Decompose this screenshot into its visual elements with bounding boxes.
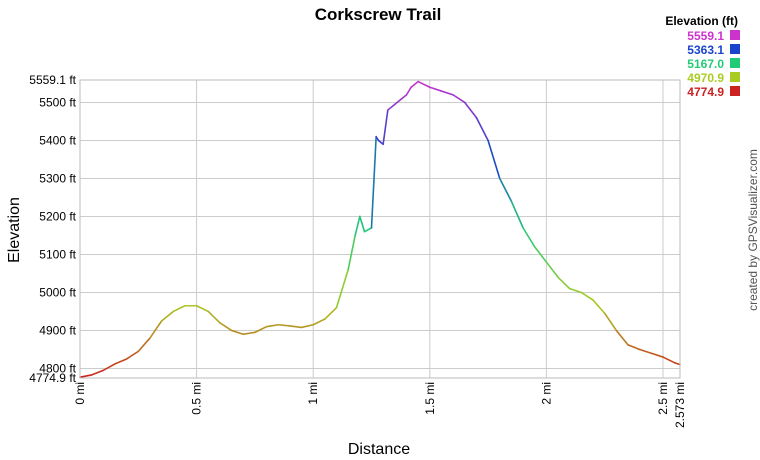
elevation-segment (207, 310, 221, 324)
y-tick-label: 5200 ft (39, 209, 76, 223)
elevation-segment (172, 304, 186, 313)
elevation-segment (545, 261, 559, 279)
elevation-segment (254, 325, 268, 334)
y-tick-label: 5100 ft (39, 247, 76, 261)
elevation-segment (487, 139, 501, 180)
y-axis-label: Elevation (6, 197, 23, 263)
y-tick-label: 4774.9 ft (29, 371, 76, 385)
elevation-segment (277, 323, 291, 327)
elevation-segment (370, 135, 377, 229)
credit-text: created by GPSVisualizer.com (746, 149, 760, 311)
elevation-segment (289, 325, 303, 329)
y-tick-label: 5000 ft (39, 285, 76, 299)
elevation-segment (230, 329, 245, 336)
elevation-segment (580, 291, 594, 301)
elevation-segment (475, 116, 489, 142)
elevation-segment (312, 318, 326, 326)
y-tick-label: 5500 ft (39, 95, 76, 109)
elevation-segment (79, 374, 93, 379)
elevation-segment (219, 322, 233, 332)
x-axis-label: Distance (348, 441, 410, 458)
elevation-segment (510, 200, 524, 229)
elevation-segment (363, 227, 373, 233)
x-tick-label: 2 mi (539, 382, 553, 405)
legend-label: 4970.9 (687, 71, 724, 85)
elevation-segment (615, 329, 629, 346)
elevation-segment (102, 363, 116, 372)
elevation-segment (324, 306, 338, 320)
x-tick-label: 2.5 mi (656, 382, 670, 415)
elevation-segment (401, 94, 408, 100)
elevation-segment (90, 369, 105, 376)
x-tick-label: 2.573 mi (673, 382, 687, 428)
elevation-segment (650, 352, 664, 358)
elevation-segment (347, 234, 356, 271)
elevation-segment (662, 356, 676, 364)
legend-label: 5167.0 (687, 57, 724, 71)
elevation-segment (265, 323, 280, 328)
legend-swatch (730, 58, 740, 68)
elevation-segment (195, 304, 210, 313)
elevation-segment (603, 312, 618, 332)
elevation-segment (382, 109, 389, 146)
elevation-segment (533, 246, 548, 263)
plot-frame (79, 79, 681, 379)
elevation-segment (410, 80, 419, 89)
elevation-segment (592, 299, 606, 315)
elevation-segment (242, 331, 256, 336)
elevation-segment (359, 215, 366, 233)
legend-label: 4774.9 (687, 85, 724, 99)
chart-title: Corkscrew Trail (315, 5, 442, 24)
elevation-segment (452, 94, 466, 104)
elevation-segment (428, 86, 443, 92)
legend-label: 5363.1 (687, 43, 724, 57)
elevation-segment (160, 310, 175, 322)
elevation-segment (463, 101, 478, 119)
legend-swatch (730, 72, 740, 82)
legend-swatch (730, 30, 740, 40)
x-tick-label: 0 mi (73, 382, 87, 405)
elevation-segment (673, 361, 681, 366)
elevation-segment (417, 80, 431, 89)
elevation-segment (498, 177, 513, 203)
elevation-segment (149, 320, 163, 339)
elevation-segment (627, 344, 641, 351)
legend-label: 5559.1 (687, 29, 724, 43)
x-tick-label: 0.5 mi (190, 382, 204, 415)
elevation-segment (137, 337, 151, 353)
x-tick-labels: 0 mi 0.5 mi 1 mi 1.5 mi 2 mi 2.5 mi 2.573 mi (73, 382, 687, 428)
y-tick-label: 5400 ft (39, 133, 76, 147)
elevation-segment (387, 103, 396, 111)
elevation-segment (335, 268, 349, 309)
x-tick-label: 1 mi (306, 382, 320, 405)
legend-swatch (730, 86, 740, 96)
elevation-segment (354, 215, 361, 237)
elevation-segment (125, 350, 140, 360)
elevation-segment (522, 227, 536, 248)
legend: Elevation (ft) 5559.15363.15167.04970.94… (665, 14, 740, 99)
plot-border (79, 79, 681, 379)
x-tick-label: 1.5 mi (423, 382, 437, 415)
elevation-segment (405, 86, 412, 96)
elevation-segment (377, 139, 384, 146)
elevation-segment (638, 348, 653, 355)
elevation-segment (557, 276, 571, 290)
elevation-segment (114, 358, 128, 365)
legend-title: Elevation (ft) (665, 14, 738, 28)
y-tick-label: 5559.1 ft (29, 73, 76, 87)
y-tick-label: 4800 ft (39, 361, 76, 375)
legend-swatch (730, 44, 740, 54)
elevation-segment (300, 323, 314, 329)
elevation-segment (394, 97, 403, 106)
elevation-segment (568, 287, 583, 294)
y-tick-label: 4900 ft (39, 323, 76, 337)
elevation-line (79, 80, 681, 379)
elevation-segment (440, 90, 454, 96)
y-tick-label: 5300 ft (39, 171, 76, 185)
grid (79, 79, 681, 379)
